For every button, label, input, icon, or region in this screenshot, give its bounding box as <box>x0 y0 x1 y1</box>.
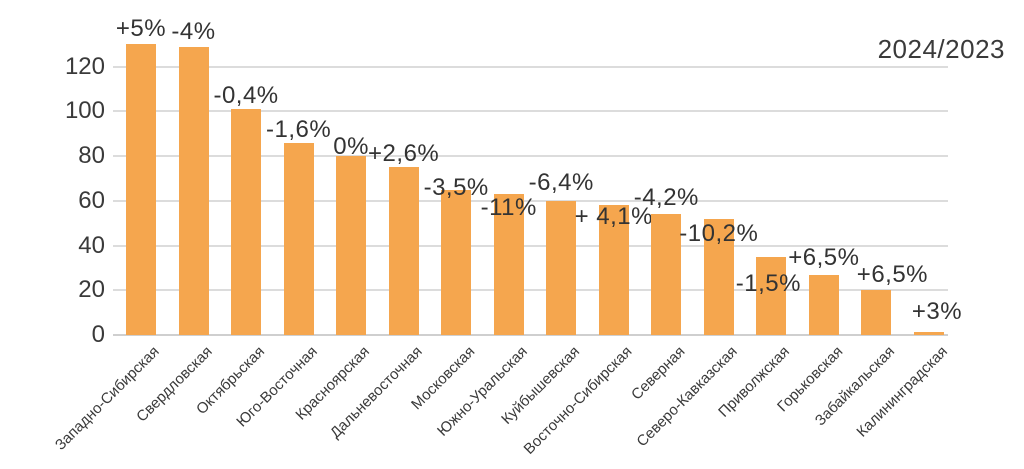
bar-6 <box>388 167 419 335</box>
data-label: -4% <box>171 17 216 45</box>
data-label: +5% <box>115 15 167 43</box>
x-category-label: Дальневосточная <box>326 343 426 442</box>
data-label: -3,5% <box>423 173 489 201</box>
y-gridline <box>113 289 948 292</box>
x-axis-line <box>113 334 948 336</box>
y-gridline <box>113 65 948 68</box>
y-tick-label: 80 <box>78 142 105 170</box>
bar-11 <box>651 214 682 335</box>
bar-5 <box>336 156 367 335</box>
data-label: +2,6% <box>368 140 440 168</box>
y-gridline <box>113 155 948 158</box>
plot-area: 0 20 40 60 80 100 120 +5% Западно-Сибирская -4% Св… <box>52 16 961 458</box>
bar-13 <box>756 256 787 335</box>
data-label: 0% <box>333 133 369 161</box>
data-label: -1,6% <box>265 115 332 143</box>
bar-14 <box>808 274 839 335</box>
bar-7 <box>441 189 472 335</box>
bar-1 <box>126 44 156 335</box>
data-label: +3% <box>911 297 963 325</box>
y-gridline <box>113 110 948 113</box>
bar-4 <box>283 142 314 335</box>
y-tick-label: 60 <box>78 186 105 214</box>
data-label: +6,5% <box>856 261 929 289</box>
data-label: -11% <box>480 194 537 222</box>
y-tick-label: 100 <box>64 97 105 125</box>
y-tick-label: 20 <box>78 276 105 304</box>
y-gridline <box>113 244 948 247</box>
x-category-label: Калининградская <box>853 343 951 441</box>
data-label: -0,4% <box>213 82 279 110</box>
bar-2 <box>178 46 209 335</box>
bar-9 <box>546 200 577 335</box>
x-category-label: Восточно-Сибирская <box>520 343 636 458</box>
data-label: -6,4% <box>528 168 594 196</box>
bar-15 <box>861 290 892 335</box>
bar-12 <box>703 218 734 335</box>
y-tick-label: 40 <box>78 231 105 259</box>
chart-title: 2024/2023 <box>877 34 1005 64</box>
bar-8 <box>493 194 524 335</box>
data-label: -1,5% <box>735 269 801 297</box>
data-label: -10,2% <box>679 219 759 247</box>
data-label: +6,5% <box>788 243 860 271</box>
y-tick-label: 120 <box>64 52 105 80</box>
data-label: -4,2% <box>633 184 699 212</box>
x-category-label: Южно-Уральская <box>434 343 531 440</box>
data-label: + 4,1% <box>574 203 653 231</box>
y-tick-label: 0 <box>91 321 105 348</box>
bar-3 <box>231 109 262 335</box>
bar-16 <box>913 331 944 335</box>
y-gridline <box>113 199 948 202</box>
bar-10 <box>598 205 629 335</box>
x-category-label: Северо-Кавказская <box>633 343 741 451</box>
